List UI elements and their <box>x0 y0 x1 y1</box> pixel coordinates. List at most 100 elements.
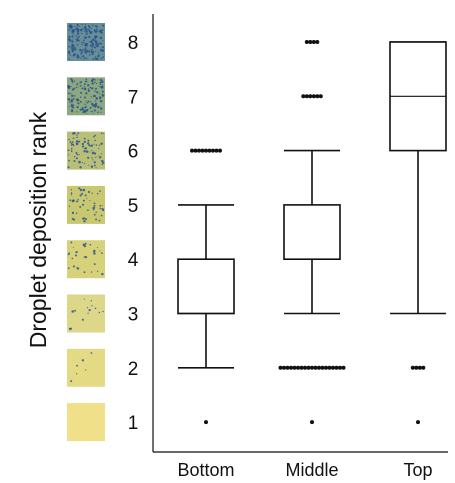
swatch-droplet <box>85 34 87 36</box>
swatch-droplet <box>94 87 98 90</box>
swatch-droplet <box>87 190 91 194</box>
swatch-droplet <box>81 106 84 109</box>
swatch-droplet <box>99 96 102 99</box>
outlier-point-middle <box>311 94 316 99</box>
swatch-droplet <box>88 144 91 147</box>
swatch-droplet <box>79 91 83 94</box>
swatch-droplet <box>95 82 98 85</box>
swatch-droplet <box>98 147 100 150</box>
swatch-droplet <box>83 298 85 300</box>
swatch-droplet <box>101 49 105 52</box>
swatch-droplet <box>81 192 84 195</box>
swatch-droplet <box>86 32 88 35</box>
swatch-droplet <box>84 255 88 259</box>
swatch-droplet <box>84 106 87 109</box>
swatch-droplet <box>94 57 97 60</box>
swatch-droplet <box>73 218 76 221</box>
swatch-droplet <box>76 136 78 139</box>
outlier-point-middle <box>313 365 318 370</box>
outlier-point-middle <box>341 365 346 370</box>
swatch-droplet <box>72 98 75 101</box>
swatch-droplet <box>89 26 91 29</box>
outlier-point-middle <box>278 365 283 370</box>
swatch-droplet <box>94 307 97 310</box>
swatch-droplet <box>90 111 92 113</box>
swatch-droplet <box>76 373 78 375</box>
swatch-droplet <box>81 145 85 148</box>
swatch-droplet <box>91 53 94 55</box>
swatch-droplet <box>83 271 86 274</box>
swatch-droplet <box>74 309 77 312</box>
swatch-droplet <box>76 153 79 156</box>
swatch-droplet <box>71 310 74 313</box>
swatch-droplet <box>84 48 87 51</box>
swatch-droplet <box>87 88 90 90</box>
outlier-point-middle <box>331 365 335 370</box>
outlier-point-top <box>410 365 415 370</box>
swatch-droplet <box>93 152 97 155</box>
swatch-droplet <box>80 52 83 55</box>
swatch-droplet <box>82 55 85 58</box>
swatch-droplet <box>89 106 92 109</box>
swatch-droplet <box>73 155 76 158</box>
swatch-droplet <box>86 45 88 47</box>
swatch-droplet <box>74 34 76 37</box>
swatch-droplet <box>70 92 72 95</box>
swatch-droplet <box>99 42 102 45</box>
swatch-droplet <box>96 105 100 109</box>
swatch-droplet <box>80 32 83 35</box>
swatch-droplet <box>69 141 72 144</box>
swatch-droplet <box>87 156 90 159</box>
swatch-droplet <box>95 56 97 58</box>
outlier-point-middle <box>304 40 309 44</box>
swatch-droplet <box>78 154 80 156</box>
swatch-droplet <box>78 35 80 38</box>
swatch-droplet <box>79 108 82 111</box>
swatch-droplet <box>91 192 93 194</box>
swatch-card-rank-1 <box>67 403 105 442</box>
swatch-droplet <box>100 86 103 89</box>
swatch-droplet <box>96 270 99 272</box>
swatch-droplet <box>96 192 99 195</box>
swatch-droplet <box>75 140 79 143</box>
swatch-droplet <box>74 254 78 257</box>
swatch-droplet <box>98 93 100 95</box>
swatch-droplet <box>73 45 75 47</box>
swatch-droplet <box>94 139 96 142</box>
swatch-droplet <box>81 203 85 206</box>
swatch-droplet <box>90 101 92 103</box>
swatch-droplet <box>85 92 88 95</box>
swatch-droplet <box>71 141 74 143</box>
swatch-droplet <box>69 54 71 56</box>
swatch-droplet <box>81 87 84 90</box>
swatch-droplet <box>90 165 94 168</box>
swatch-droplet <box>94 40 98 43</box>
swatch-droplet <box>94 134 96 137</box>
swatch-droplet <box>83 86 86 88</box>
swatch-droplet <box>80 80 83 83</box>
swatch-droplet <box>93 104 96 106</box>
swatch-rank-1 <box>67 403 105 442</box>
y-tick-label-4: 4 <box>128 250 139 271</box>
swatch-droplet <box>88 308 91 312</box>
swatch-droplet <box>71 150 73 152</box>
swatch-droplet <box>96 44 99 48</box>
swatch-droplet <box>100 47 102 49</box>
swatch-droplet <box>86 306 89 309</box>
swatch-droplet <box>70 25 73 29</box>
swatch-droplet <box>71 35 74 38</box>
swatch-droplet <box>76 364 78 367</box>
swatch-droplet <box>81 161 83 164</box>
swatch-droplet <box>72 82 74 84</box>
swatch-droplet <box>68 138 70 141</box>
swatch-droplet <box>71 78 73 81</box>
swatch-droplet <box>99 49 103 52</box>
swatch-droplet <box>94 37 97 40</box>
swatch-card-rank-5 <box>67 185 105 224</box>
swatch-droplet <box>91 102 94 106</box>
swatch-droplet <box>75 86 78 89</box>
swatch-droplet <box>91 153 94 155</box>
swatch-rank-8 <box>67 23 105 61</box>
swatch-droplet <box>98 54 100 56</box>
swatch-droplet <box>80 41 83 44</box>
